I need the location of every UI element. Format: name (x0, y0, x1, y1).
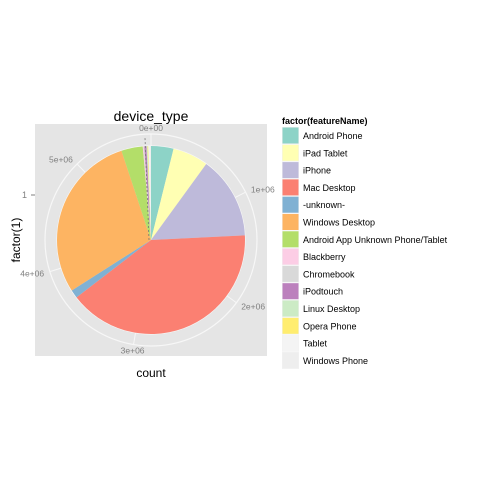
legend-key (283, 231, 299, 247)
legend-label: Tablet (303, 339, 328, 349)
legend-key (283, 214, 299, 230)
legend-label: Opera Phone (303, 321, 357, 331)
legend-key (283, 145, 299, 161)
legend-label: Android App Unknown Phone/Tablet (303, 235, 448, 245)
legend-key (283, 266, 299, 282)
legend-label: Windows Desktop (303, 218, 375, 228)
legend-key (283, 249, 299, 265)
legend-title: factor(featureName) (282, 116, 368, 126)
x-axis-label: count (136, 366, 166, 380)
y-tick-label: 1 (22, 190, 27, 200)
chart-title: device_type (114, 108, 189, 124)
legend-label: -unknown- (303, 200, 345, 210)
legend-items: Android Phone iPad Tablet iPhone Mac Deskto… (282, 127, 448, 369)
radial-tick-label: 2e+06 (241, 301, 265, 311)
legend-key (283, 162, 299, 178)
legend-label: iPhone (303, 166, 331, 176)
legend-label: Android Phone (303, 131, 363, 141)
legend-label: Chromebook (303, 269, 355, 279)
radial-tick-label: 0e+00 (139, 123, 163, 133)
legend-key (283, 283, 299, 299)
legend: factor(featureName) Android Phone iPad Ta… (282, 116, 448, 369)
legend-key (283, 301, 299, 317)
legend-key (283, 318, 299, 334)
legend-label: Windows Phone (303, 356, 368, 366)
legend-label: Mac Desktop (303, 183, 356, 193)
legend-label: Blackberry (303, 252, 346, 262)
legend-label: iPodtouch (303, 287, 343, 297)
legend-label: iPad Tablet (303, 148, 348, 158)
legend-key (283, 179, 299, 195)
radial-tick-label: 1e+06 (251, 184, 275, 194)
legend-key (283, 197, 299, 213)
legend-label: Linux Desktop (303, 304, 360, 314)
legend-key (283, 335, 299, 351)
radial-tick-label: 4e+06 (20, 268, 44, 278)
radial-tick-label: 3e+06 (121, 346, 145, 356)
legend-key (283, 352, 299, 368)
y-axis-label: factor(1) (9, 218, 23, 263)
radial-tick-label: 5e+06 (49, 155, 73, 165)
legend-key (283, 128, 299, 144)
